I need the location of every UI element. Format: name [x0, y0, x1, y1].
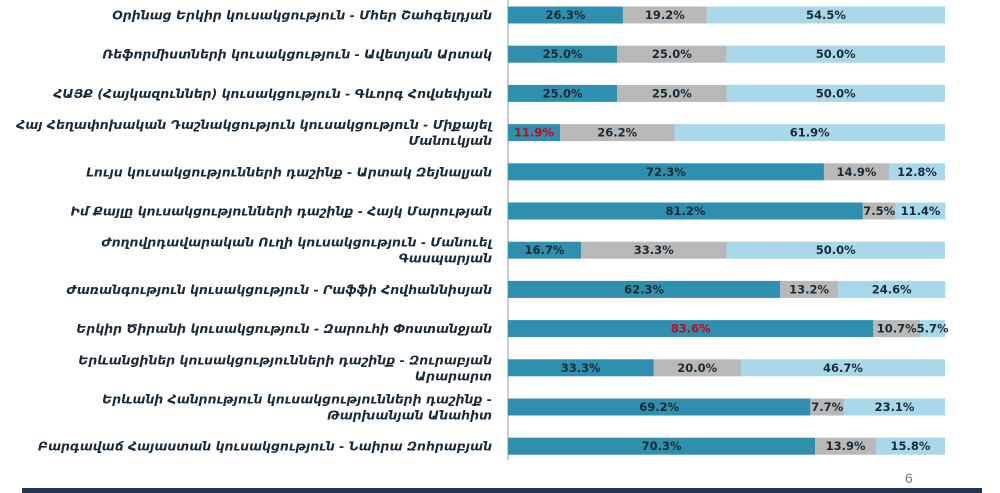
data-label: 25.0%	[543, 86, 583, 100]
bar-segment	[815, 437, 876, 455]
category-label: Ռեֆորմիստների կուսակցություն - Ավետյան Ա…	[102, 47, 492, 62]
data-label: 26.2%	[597, 126, 637, 140]
category-label: Թարխանյան Անահիտ	[327, 408, 492, 423]
data-label: 81.2%	[665, 204, 705, 218]
data-label: 24.6%	[872, 282, 912, 296]
bar-segment	[895, 202, 946, 220]
data-label: 12.8%	[897, 165, 937, 179]
data-label: 19.2%	[645, 8, 685, 22]
data-label: 46.7%	[823, 361, 863, 375]
data-label: 14.9%	[837, 165, 877, 179]
bar-segment	[508, 84, 618, 102]
data-label: 50.0%	[816, 243, 856, 257]
data-label: 10.7%	[877, 322, 917, 336]
data-label: 69.2%	[639, 400, 679, 414]
bar-segment	[508, 163, 824, 181]
bar-segment	[726, 45, 945, 63]
data-label: 5.7%	[917, 322, 949, 336]
category-labels-group: Օրինաց Երկիր կուսակցություն - Մհեր Շահգե…	[15, 8, 492, 454]
data-label: 50.0%	[816, 47, 856, 61]
bar-segment	[508, 6, 623, 24]
bar-segment	[617, 84, 727, 102]
data-label: 62.3%	[624, 282, 664, 296]
bar-segment	[873, 320, 921, 338]
data-label: 61.9%	[790, 126, 830, 140]
bar-segment	[837, 280, 946, 298]
bar-segment	[889, 163, 945, 181]
bar-segment	[508, 124, 560, 142]
data-label: 20.0%	[677, 361, 717, 375]
bars-group: 26.3% 19.2% 54.5% 25.0% 25.0% 50.0% 25.0% 25.0%…	[508, 6, 949, 455]
data-label: 25.0%	[652, 86, 692, 100]
bar-segment	[920, 320, 945, 338]
category-label: Լույս կուսակցությունների դաշինք - Արտակ …	[86, 164, 492, 179]
data-label: 72.3%	[646, 165, 686, 179]
data-label: 7.7%	[811, 400, 843, 414]
page-number: 6	[905, 470, 913, 486]
bar-segment	[810, 398, 845, 416]
bar-segment	[726, 84, 945, 102]
data-label: 7.5%	[863, 204, 895, 218]
category-label: Ժառանգություն կուսակցություն - Րաֆֆի Հով…	[66, 282, 492, 297]
category-label: Երևանի Հանրություն կուսակցությունների դա…	[102, 392, 492, 407]
bar-segment	[508, 437, 816, 455]
bar-segment	[674, 124, 945, 142]
bar-segment	[580, 241, 727, 259]
data-label: 16.7%	[525, 243, 565, 257]
category-label: Գասպարյան	[399, 251, 492, 266]
data-label: 11.4%	[901, 204, 941, 218]
bottom-rule	[22, 488, 982, 493]
bar-segment	[653, 359, 741, 377]
data-label: 50.0%	[816, 86, 856, 100]
data-label: 25.0%	[652, 47, 692, 61]
bar-segment	[560, 124, 675, 142]
bar-segment	[508, 241, 581, 259]
category-label: Բարգավաճ Հայաստան կուսակցություն - Նաիրա…	[38, 439, 492, 454]
bar-segment	[617, 45, 727, 63]
bar-segment	[508, 320, 874, 338]
data-label: 15.8%	[891, 439, 931, 453]
data-label: 23.1%	[875, 400, 915, 414]
bar-segment	[622, 6, 707, 24]
bar-segment	[706, 6, 946, 24]
bar-segment	[740, 359, 945, 377]
bar-segment	[508, 359, 654, 377]
category-label: Օրինաց Երկիր կուսակցություն - Մհեր Շահգե…	[112, 8, 492, 23]
data-label: 83.6%	[671, 322, 711, 336]
bar-segment	[508, 45, 618, 63]
bar-segment	[780, 280, 838, 298]
category-label: Իմ Քայլը կուսակցությունների դաշինք - Հայ…	[71, 204, 492, 219]
bar-segment	[823, 163, 890, 181]
category-label: Արարարտ	[415, 368, 492, 383]
bar-segment	[844, 398, 945, 416]
data-label: 13.9%	[826, 439, 866, 453]
data-label: 54.5%	[806, 8, 846, 22]
category-label: Հայ Հեղափոխական Դաշնակցություն կուսակցու…	[15, 117, 492, 132]
data-label: 70.3%	[642, 439, 682, 453]
bar-segment	[875, 437, 945, 455]
category-label: Ժողովրդավարական Ուղի կուսակցություն - Մա…	[101, 235, 493, 250]
data-label: 13.2%	[789, 282, 829, 296]
data-label: 25.0%	[543, 47, 583, 61]
bar-segment	[508, 398, 811, 416]
data-label: 33.3%	[561, 361, 601, 375]
bar-segment	[508, 280, 781, 298]
category-label: Մանուկյան	[408, 133, 492, 148]
category-label: Երկիր Ծիրանի կուսակցություն - Զարուհի Փո…	[76, 321, 492, 336]
bar-segment	[862, 202, 896, 220]
data-label: 11.9%	[514, 126, 554, 140]
bar-segment	[508, 202, 863, 220]
data-label: 33.3%	[634, 243, 674, 257]
data-label: 26.3%	[546, 8, 586, 22]
category-label: ՀԱՅՔ (Հայկազուններ) կուսակցություն - Գևո…	[52, 86, 492, 101]
category-label: Երևանցիներ կուսակցությունների դաշինք - Զ…	[78, 352, 492, 367]
bar-segment	[726, 241, 945, 259]
